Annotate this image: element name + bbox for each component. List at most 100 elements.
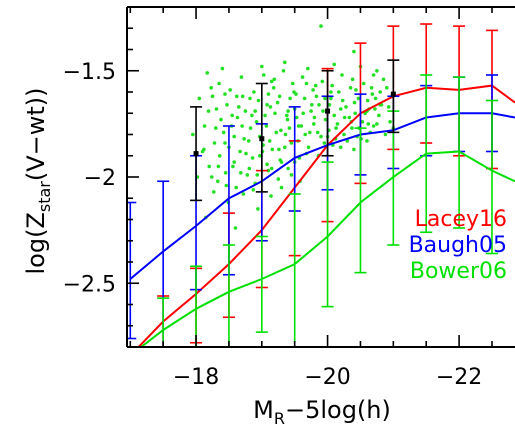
scatter-point-143	[220, 66, 225, 71]
scatter-point-101	[270, 147, 275, 152]
scatter-point-8	[246, 139, 251, 143]
scatter-point-170	[310, 103, 314, 107]
scatter-point-188	[323, 96, 327, 101]
scatter-point-73	[245, 173, 250, 177]
scatter-point-174	[240, 124, 244, 128]
scatter-point-185	[268, 105, 273, 109]
scatter-point-198	[202, 147, 206, 152]
scatter-point-159	[338, 107, 343, 111]
scatter-point-61	[342, 132, 346, 137]
x-tick-label-m22: −22	[436, 365, 482, 390]
scatter-point-21	[309, 109, 313, 113]
scatter-point-123	[340, 98, 345, 103]
scatter-point-200	[244, 151, 248, 156]
scatter-point-24	[323, 117, 328, 122]
scatter-point-196	[269, 166, 274, 171]
scatter-point-119	[288, 96, 292, 101]
scatter-point-152	[214, 126, 218, 130]
scatter-point-36	[385, 86, 389, 90]
scatter-point-131	[269, 194, 273, 198]
scatter-point-86	[290, 81, 295, 86]
scatter-point-163	[247, 166, 252, 171]
scatter-point-150	[383, 132, 388, 137]
scatter-point-189	[342, 115, 347, 120]
scatter-point-144	[319, 24, 323, 28]
scatter-point-71	[223, 171, 228, 175]
scatter-point-149	[388, 120, 392, 124]
scatter-point-120	[301, 111, 306, 116]
scatter-point-27	[338, 145, 343, 150]
observed-point-0	[193, 151, 199, 157]
scatter-point-16	[285, 113, 289, 118]
observed-point-1	[259, 136, 265, 142]
scatter-point-0	[205, 71, 209, 75]
scatter-point-22	[313, 83, 318, 88]
scatter-point-139	[306, 66, 310, 71]
scatter-point-176	[277, 147, 281, 152]
scatter-point-125	[365, 98, 370, 103]
scatter-point-56	[317, 103, 321, 107]
scatter-point-5	[231, 164, 235, 169]
scatter-point-59	[332, 113, 337, 118]
legend-label-baugh05: Baugh05	[409, 233, 507, 258]
scatter-point-72	[234, 185, 238, 190]
scatter-point-3	[221, 130, 226, 135]
scatter-point-19	[299, 124, 304, 128]
scatter-point-116	[250, 113, 254, 118]
scatter-point-60	[337, 90, 341, 94]
scatter-point-97	[217, 154, 222, 158]
scatter-point-70	[216, 179, 220, 184]
scatter-point-197	[289, 173, 294, 177]
scatter-point-83	[262, 73, 266, 77]
scatter-point-130	[256, 207, 260, 211]
scatter-point-17	[289, 141, 294, 145]
scatter-point-111	[377, 113, 381, 118]
scatter-point-115	[237, 105, 241, 109]
scatter-point-89	[320, 79, 325, 84]
scatter-point-167	[223, 141, 227, 145]
scatter-point-162	[232, 160, 236, 164]
scatter-point-95	[381, 77, 386, 82]
scatter-point-202	[279, 128, 283, 133]
series-layer	[127, 23, 515, 347]
scatter-point-203	[296, 124, 301, 128]
scatter-point-46	[267, 139, 272, 143]
scatter-point-54	[308, 130, 312, 135]
scatter-point-118	[275, 100, 280, 105]
x-tick-label-m18: −18	[173, 365, 219, 390]
scatter-point-134	[233, 226, 238, 230]
scatter-point-40	[232, 134, 236, 139]
scatter-point-137	[260, 64, 264, 69]
scatter-point-49	[283, 145, 287, 150]
observed-layer	[190, 59, 400, 202]
scatter-point-168	[272, 77, 277, 82]
scatter-point-76	[276, 177, 281, 181]
scatter-point-110	[366, 122, 371, 126]
scatter-point-172	[348, 86, 353, 90]
x-tick-label-m20: −20	[304, 365, 350, 390]
scatter-point-93	[361, 81, 366, 86]
scatter-point-177	[294, 115, 299, 120]
scatter-point-135	[251, 188, 256, 192]
scatter-point-154	[248, 96, 252, 101]
scatter-point-88	[311, 88, 315, 92]
scatter-point-183	[235, 94, 239, 99]
scatter-point-194	[239, 171, 243, 175]
scatter-point-171	[329, 90, 333, 94]
scatter-point-10	[254, 120, 259, 124]
scatter-point-113	[206, 109, 211, 113]
scatter-point-48	[277, 94, 282, 99]
scatter-point-112	[386, 105, 391, 109]
scatter-point-75	[266, 168, 271, 173]
scatter-point-184	[253, 109, 257, 113]
scatter-point-105	[315, 130, 320, 135]
scatter-point-1	[209, 86, 213, 90]
ticks-layer: −18 −20 −22 −1.5 −2 −2.5	[63, 7, 493, 390]
observed-point-2	[325, 108, 331, 114]
scatter-point-160	[356, 96, 361, 101]
y-tick-label-m2p5: −2.5	[63, 272, 116, 297]
scatter-point-42	[243, 109, 248, 113]
scatter-point-142	[375, 69, 379, 73]
scatter-point-104	[306, 145, 311, 150]
